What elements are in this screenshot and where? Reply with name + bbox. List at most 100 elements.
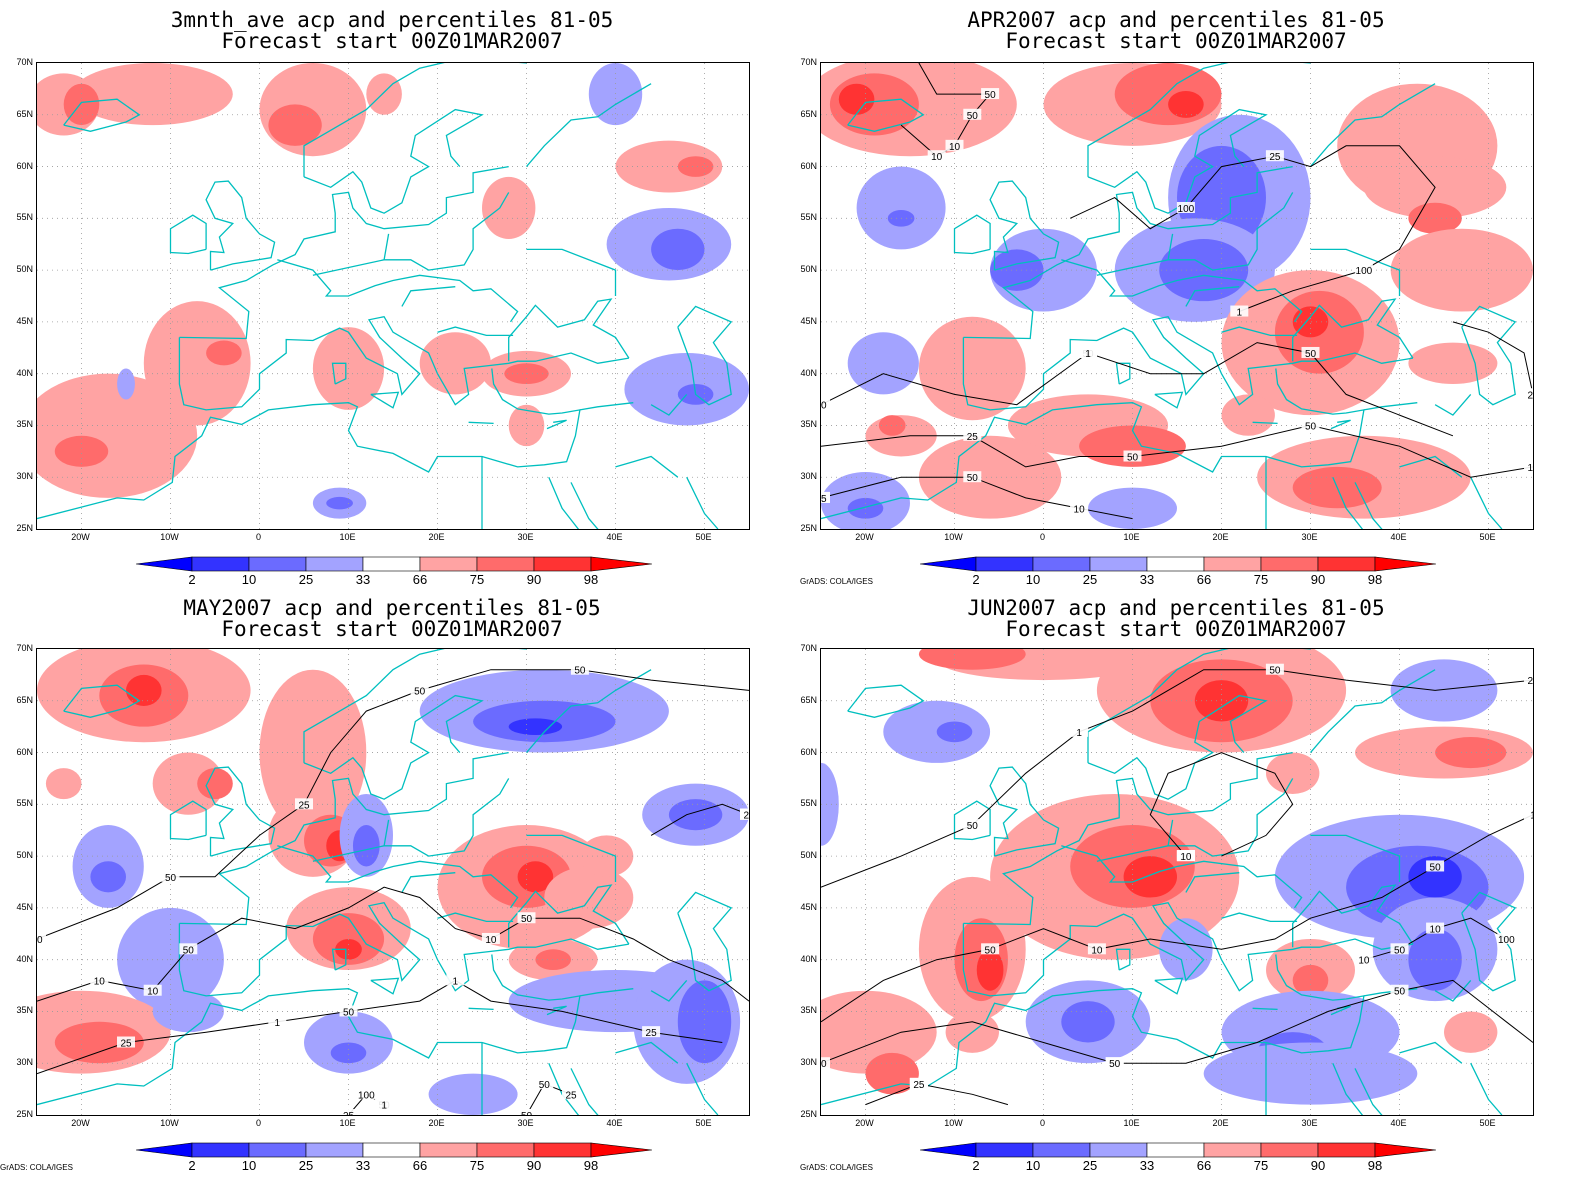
coastline [1332, 1062, 1364, 1115]
contour-label: 25 [298, 800, 310, 811]
coastline [1399, 455, 1463, 478]
contour-label-bg [1354, 953, 1373, 965]
contour-label: 25 [821, 494, 827, 505]
contour-label: 25 [913, 1080, 925, 1091]
contour-label: 50 [985, 945, 997, 956]
coastline [1363, 402, 1418, 411]
colorbar-svg [135, 1142, 653, 1158]
contour-label-bg [981, 88, 1000, 100]
coastline [847, 684, 925, 718]
percentile-shading-10_25 [326, 496, 353, 510]
panel-title-line2: Forecast start 00Z01MAR2007 [1005, 617, 1347, 641]
coastline [570, 1068, 599, 1115]
percentile-shading-66_75 [1266, 752, 1320, 794]
contour-label-bg [1524, 674, 1533, 686]
percentile-shading-10_25 [352, 825, 380, 867]
colorbar-label: 90 [1310, 572, 1326, 587]
lat-tick-label: 25N [16, 523, 33, 533]
colorbar-label: 90 [526, 1158, 542, 1173]
contour-label: 1 [275, 1018, 281, 1029]
colorbar-arrow-high [590, 556, 653, 572]
lat-tick-label: 65N [16, 108, 33, 119]
colorbar-segment [1317, 1142, 1376, 1158]
colorbar-arrow-high [1374, 556, 1437, 572]
contour-label: 10 [1074, 504, 1086, 515]
contour-label: 50 [1394, 945, 1406, 956]
coastline [169, 800, 207, 841]
colorbar-segment [1260, 1142, 1319, 1158]
lon-tick-label: 10E [339, 1118, 356, 1128]
map-area: 5050505050100505025100255025102525502510… [36, 648, 750, 1116]
colorbar-segment [476, 556, 535, 572]
coastline [205, 766, 276, 857]
percentile-shading-66_75 [419, 332, 491, 395]
coastline [370, 977, 400, 995]
contour-label: 10 [1180, 852, 1192, 863]
colorbar-segment [975, 556, 1034, 572]
lat-tick-label: 60N [16, 160, 33, 171]
percentile-shading-75_90 [54, 1021, 144, 1064]
contour-label: 10 [94, 976, 106, 987]
colorbar-label: 33 [1139, 1158, 1155, 1173]
contour-label-bg [821, 1057, 830, 1069]
lat-tick-label: 30N [800, 1057, 817, 1068]
percentile-shading-66_75 [45, 768, 82, 800]
contour-label: 1 [381, 1101, 387, 1112]
contour-label: 100 [1178, 204, 1195, 215]
colorbar-label: 90 [1310, 1158, 1326, 1173]
percentile-shading-90_98 [1292, 306, 1329, 338]
contour-label: 50 [821, 401, 827, 412]
coastline [1061, 845, 1303, 909]
contour-label-bg [481, 932, 500, 944]
colorbar-arrow-low [919, 1142, 977, 1158]
colorbar-label: 2 [188, 1158, 196, 1173]
lat-tick-label: 25N [800, 523, 817, 533]
contour-label: 50 [821, 1059, 827, 1070]
map-panel-3month: 3mnth_ave acp and percentiles 81-05 Forec… [0, 0, 800, 590]
coastline [63, 98, 141, 132]
coastline [1292, 884, 1414, 948]
contour-label: 10 [1091, 945, 1103, 956]
lat-tick-label: 55N [800, 212, 817, 223]
contour-label-bg [963, 819, 982, 831]
lon-tick-label: 0 [255, 1118, 261, 1128]
coastline [63, 684, 141, 718]
lat-tick-label: 25N [16, 1109, 33, 1119]
coastline [331, 948, 347, 971]
contour-label-bg [1426, 860, 1445, 872]
map-area: 5010050505050501005025502510255010102510… [820, 62, 1534, 530]
contour-label-bg [90, 974, 109, 986]
coastline [1461, 891, 1517, 992]
contour-label-bg [1426, 922, 1445, 934]
lat-tick-label: 55N [16, 798, 33, 809]
percentile-shading-75_90 [268, 104, 322, 146]
lat-tick-label: 40N [16, 953, 33, 964]
coastline [303, 694, 484, 800]
colorbar-label: 10 [1025, 1158, 1041, 1173]
percentile-shading-10_25 [1061, 1001, 1115, 1043]
contour-label: 100 [1356, 266, 1373, 277]
coastline [1399, 1041, 1463, 1064]
coastline [686, 476, 719, 529]
colorbar-label: 10 [241, 572, 257, 587]
lon-tick-label: 20E [1212, 1118, 1229, 1128]
coastline [508, 884, 630, 948]
percentile-shading-66_75 [508, 404, 545, 447]
coastline [1168, 192, 1294, 271]
contour-label: 50 [1109, 1059, 1121, 1070]
lon-tick-label: 10W [160, 532, 179, 542]
colorbar-label: 25 [298, 572, 314, 587]
colorbar-label: 33 [355, 1158, 371, 1173]
coastline [370, 391, 400, 409]
colorbar-label: 98 [1367, 1158, 1383, 1173]
colorbar-segment [1032, 1142, 1091, 1158]
panel-title-line1: 3mnth_ave acp and percentiles 81-05 [170, 8, 614, 32]
coastline [579, 988, 634, 997]
coastline [953, 214, 991, 255]
coastline [277, 259, 519, 323]
coastline [1154, 391, 1184, 409]
percentile-shading-25_33 [1159, 918, 1213, 981]
colorbar-arrow-low [919, 556, 977, 572]
lon-tick-label: 40E [606, 532, 623, 542]
lat-tick-label: 45N [800, 901, 817, 912]
